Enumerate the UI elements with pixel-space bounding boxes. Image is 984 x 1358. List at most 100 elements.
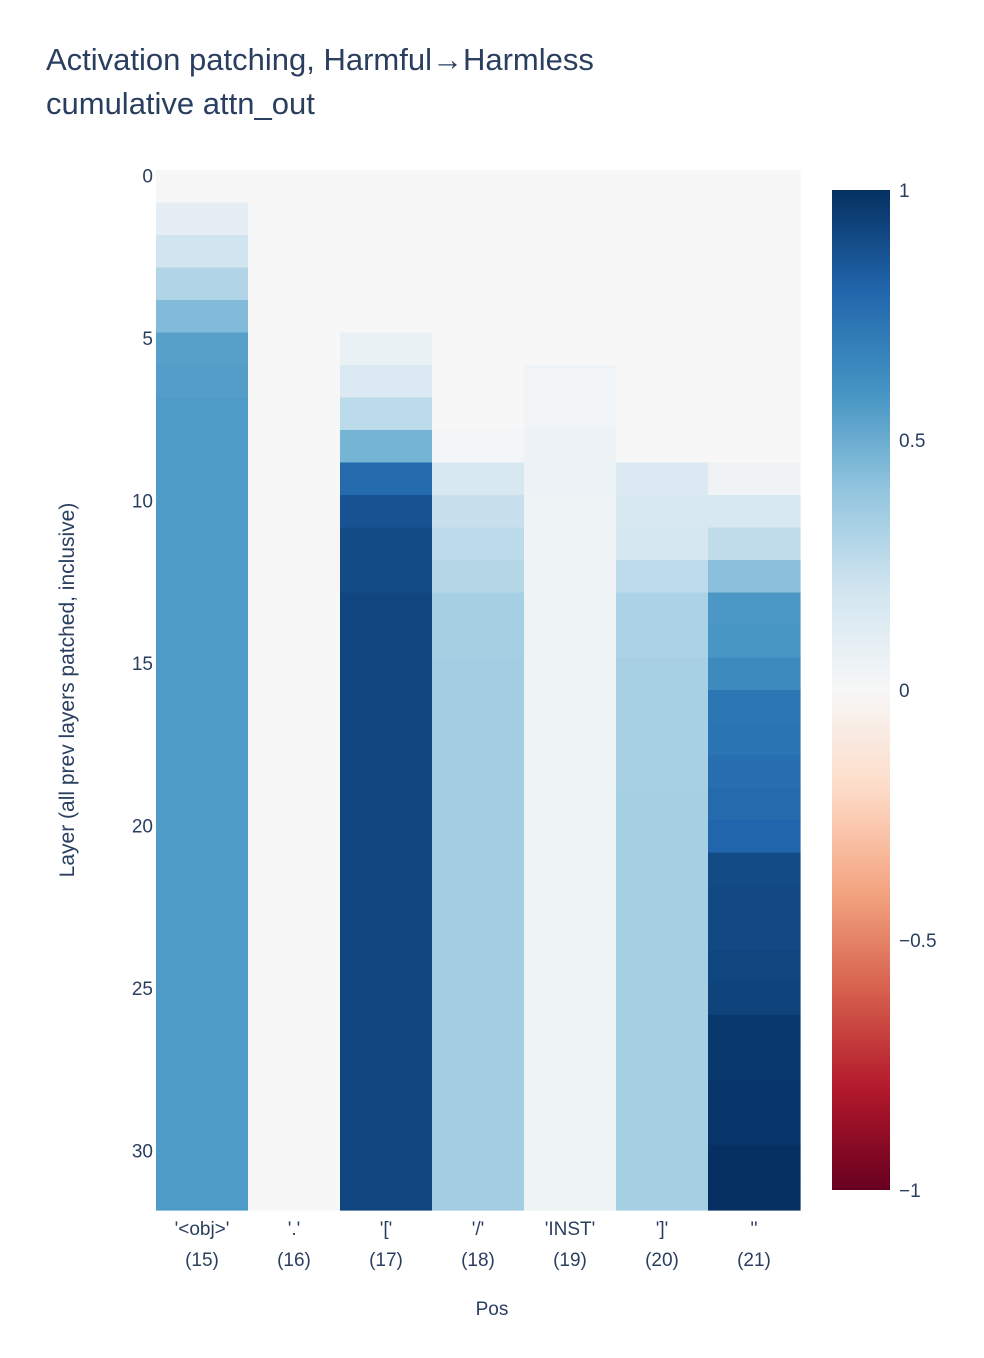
heatmap-cell xyxy=(708,820,801,854)
heatmap-cell xyxy=(156,690,249,724)
heatmap-cell xyxy=(432,1145,525,1179)
heatmap-cell xyxy=(524,1015,617,1049)
heatmap-cell xyxy=(708,1145,801,1179)
heatmap-cell xyxy=(340,235,433,269)
heatmap-cell xyxy=(432,495,525,529)
heatmap-cell xyxy=(432,787,525,821)
heatmap-cell xyxy=(156,1112,249,1146)
x-tick-labels: '<obj>' (15) '.' (16) '[' (17) '/' (18) 'INST' (1… xyxy=(175,1219,771,1271)
heatmap-cell xyxy=(156,982,249,1016)
heatmap-cell xyxy=(616,267,709,301)
heatmap-cell xyxy=(156,267,249,301)
heatmap-cell xyxy=(432,527,525,561)
x-tick-label: '[' xyxy=(380,1219,393,1240)
heatmap-cell xyxy=(156,1080,249,1114)
y-tick-label: 0 xyxy=(142,166,153,187)
y-tick-labels: 0 5 10 15 20 25 30 xyxy=(132,166,153,1162)
heatmap-cell xyxy=(708,1015,801,1049)
heatmap-cell xyxy=(156,462,249,496)
heatmap-cell xyxy=(340,365,433,399)
heatmap-cell xyxy=(248,625,341,659)
heatmap-cell xyxy=(340,625,433,659)
heatmap-cell xyxy=(340,1080,433,1114)
heatmap-cell xyxy=(156,885,249,919)
heatmap-cell xyxy=(248,495,341,529)
heatmap-cell xyxy=(248,1080,341,1114)
heatmap-cell xyxy=(248,852,341,886)
heatmap-cells xyxy=(156,170,801,1211)
heatmap-cell xyxy=(524,527,617,561)
heatmap-cell xyxy=(432,1015,525,1049)
heatmap-cell xyxy=(156,787,249,821)
heatmap-cell xyxy=(432,300,525,334)
heatmap-cell xyxy=(432,625,525,659)
heatmap-cell xyxy=(248,430,341,464)
heatmap-cell xyxy=(340,267,433,301)
heatmap-cell xyxy=(340,852,433,886)
heatmap-cell xyxy=(432,430,525,464)
heatmap-cell xyxy=(708,202,801,236)
heatmap-cell xyxy=(340,430,433,464)
heatmap-cell xyxy=(248,332,341,366)
heatmap-cell xyxy=(524,1080,617,1114)
heatmap-cell xyxy=(524,267,617,301)
x-tick-position-label: (18) xyxy=(461,1250,495,1271)
heatmap-cell xyxy=(248,755,341,789)
heatmap-cell xyxy=(616,755,709,789)
heatmap-cell xyxy=(524,657,617,691)
heatmap-cell xyxy=(616,592,709,626)
heatmap-cell xyxy=(156,950,249,984)
heatmap-cell xyxy=(524,560,617,594)
heatmap-cell xyxy=(432,1112,525,1146)
x-tick-position-label: (15) xyxy=(185,1250,219,1271)
heatmap-cell xyxy=(616,365,709,399)
colorbar-tick-label: 0.5 xyxy=(899,431,925,452)
heatmap-cell xyxy=(524,787,617,821)
heatmap-cell xyxy=(340,1112,433,1146)
heatmap-cell xyxy=(432,1047,525,1081)
heatmap-cell xyxy=(248,885,341,919)
heatmap-cell xyxy=(616,560,709,594)
heatmap-cell xyxy=(524,202,617,236)
heatmap-cell xyxy=(432,1177,525,1211)
heatmap-cell xyxy=(524,1047,617,1081)
x-tick-position-label: (17) xyxy=(369,1250,403,1271)
heatmap-cell xyxy=(248,950,341,984)
heatmap-cell xyxy=(432,1080,525,1114)
heatmap-cell xyxy=(708,462,801,496)
heatmap-cell xyxy=(248,592,341,626)
heatmap-cell xyxy=(432,917,525,951)
heatmap-cell xyxy=(616,982,709,1016)
heatmap-cell xyxy=(616,657,709,691)
heatmap-cell xyxy=(708,1177,801,1211)
heatmap-cell xyxy=(708,300,801,334)
heatmap-cell xyxy=(156,592,249,626)
heatmap-cell xyxy=(340,170,433,204)
heatmap-cell xyxy=(616,1080,709,1114)
chart-title: Activation patching, Harmful→Harmless cu… xyxy=(46,38,594,126)
heatmap-cell xyxy=(708,332,801,366)
heatmap-cell xyxy=(340,820,433,854)
heatmap-cell xyxy=(524,1145,617,1179)
heatmap-cell xyxy=(432,852,525,886)
heatmap-cell xyxy=(156,365,249,399)
heatmap-cell xyxy=(616,202,709,236)
y-tick-label: 20 xyxy=(132,816,153,837)
heatmap-cell xyxy=(708,365,801,399)
heatmap-cell xyxy=(708,560,801,594)
heatmap-cell xyxy=(156,820,249,854)
heatmap-cell xyxy=(708,852,801,886)
heatmap-cell xyxy=(616,495,709,529)
heatmap-cell xyxy=(340,1145,433,1179)
heatmap-cell xyxy=(156,1145,249,1179)
heatmap-cell xyxy=(524,1112,617,1146)
x-tick-label: '.' xyxy=(288,1219,301,1240)
heatmap-cell xyxy=(708,1112,801,1146)
heatmap-cell xyxy=(616,690,709,724)
heatmap-cell xyxy=(340,885,433,919)
heatmap-cell xyxy=(156,527,249,561)
heatmap-cell xyxy=(248,267,341,301)
heatmap-cell xyxy=(524,722,617,756)
y-tick-label: 25 xyxy=(132,979,153,1000)
heatmap-cell xyxy=(248,462,341,496)
